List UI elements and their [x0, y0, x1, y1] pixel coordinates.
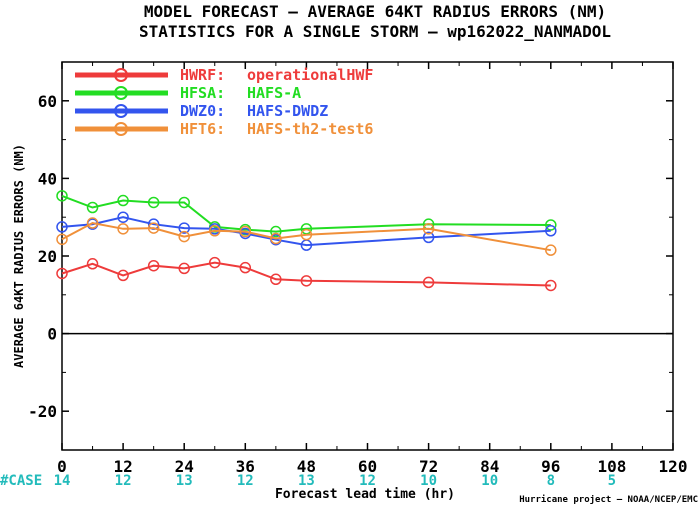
x-tick-label: 96 — [541, 457, 560, 476]
data-point — [56, 190, 68, 202]
case-count: 5 — [608, 473, 616, 489]
x-tick-label: 120 — [659, 457, 688, 476]
data-point — [270, 273, 282, 286]
case-count: 10 — [481, 473, 498, 489]
legend-swatch-marker — [114, 104, 128, 118]
legend-swatch-marker — [114, 68, 128, 82]
x-tick-label: 48 — [297, 457, 316, 476]
legend-entry-desc: HAFS-th2-test6 — [247, 120, 373, 138]
data-point — [239, 225, 252, 238]
data-point — [86, 201, 99, 214]
legend: HWRF: operationalHWF HFSA: HAFS-A DWZ0: HAFS-… — [75, 66, 373, 138]
y-tick-label: 0 — [47, 325, 57, 344]
legend-entry-desc: HAFS-DWDZ — [247, 102, 328, 120]
x-tick-label: 0 — [57, 457, 67, 476]
legend-entry-desc: HAFS-A — [247, 84, 301, 102]
chart-title: MODEL FORECAST – AVERAGE 64KT RADIUS ERR… — [144, 2, 606, 21]
y-tick-label: 20 — [38, 247, 57, 266]
data-point — [147, 218, 160, 230]
data-point — [147, 259, 160, 272]
series-layer — [56, 190, 557, 292]
data-point — [56, 221, 68, 233]
x-tick-label: 72 — [419, 457, 438, 476]
case-count: 14 — [54, 473, 71, 489]
data-point — [422, 276, 435, 289]
data-point — [239, 261, 252, 274]
x-tick-label: 24 — [175, 457, 194, 476]
data-point — [545, 279, 557, 292]
y-axis: -20 0 20 40 60 — [28, 61, 673, 451]
data-point — [270, 225, 282, 238]
case-label: #CASE — [0, 473, 42, 489]
legend-entry-name: HFSA: — [180, 84, 225, 102]
data-point — [147, 196, 160, 209]
data-point — [56, 233, 68, 246]
data-point — [422, 223, 435, 235]
case-count: 10 — [420, 473, 437, 489]
data-point — [178, 262, 190, 275]
case-row: #CASE 14 12 13 12 13 12 10 10 8 5 — [0, 473, 616, 489]
data-point — [545, 225, 557, 237]
case-count: 13 — [298, 473, 315, 489]
case-count: 12 — [115, 473, 132, 489]
data-point — [545, 244, 557, 256]
legend-swatch-marker — [114, 86, 128, 100]
legend-entry-name: HWRF: — [180, 66, 225, 84]
legend-entry-name: DWZ0: — [180, 102, 225, 120]
data-point — [422, 231, 435, 244]
data-point — [178, 222, 190, 234]
x-tick-label: 12 — [113, 457, 132, 476]
data-point — [56, 267, 68, 280]
data-point — [178, 230, 190, 243]
data-point — [300, 275, 313, 287]
data-point — [270, 232, 282, 245]
data-point — [86, 217, 99, 229]
series-line — [61, 261, 551, 287]
x-tick-label: 60 — [358, 457, 377, 476]
y-axis-label: AVERAGE 64KT RADIUS ERRORS (NM) — [12, 144, 26, 368]
x-tick-label: 36 — [236, 457, 255, 476]
data-point — [178, 196, 190, 209]
series-line — [61, 221, 551, 252]
x-tick-label: 108 — [597, 457, 626, 476]
data-point — [209, 225, 221, 237]
data-point — [300, 228, 313, 241]
y-tick-label: 60 — [38, 92, 57, 111]
chart-subtitle: STATISTICS FOR A SINGLE STORM – wp162022… — [139, 22, 611, 41]
data-point — [117, 211, 129, 223]
legend-entry-desc: operationalHWF — [247, 66, 373, 84]
series-line — [61, 216, 551, 247]
data-point — [209, 256, 221, 269]
legend-entry-name: HFT6: — [180, 120, 225, 138]
case-count: 13 — [176, 473, 193, 489]
data-point — [117, 269, 129, 282]
data-point — [86, 258, 99, 270]
case-count: 12 — [359, 473, 376, 489]
case-count: 8 — [547, 473, 555, 489]
data-point — [545, 219, 557, 231]
x-axis: 0 12 24 36 48 60 72 84 96 108 120 — [57, 62, 687, 476]
data-point — [147, 222, 160, 234]
series-line — [61, 194, 551, 233]
credit-text: Hurricane project – NOAA/NCEP/EMC — [519, 494, 698, 505]
data-point — [117, 194, 129, 207]
legend-swatch-marker — [114, 122, 128, 136]
x-axis-label: Forecast lead time (hr) — [275, 487, 455, 502]
case-count: 12 — [237, 473, 254, 489]
data-point — [117, 223, 129, 235]
y-tick-label: -20 — [28, 402, 57, 421]
y-tick-label: 40 — [38, 169, 57, 188]
x-tick-label: 84 — [480, 457, 499, 476]
